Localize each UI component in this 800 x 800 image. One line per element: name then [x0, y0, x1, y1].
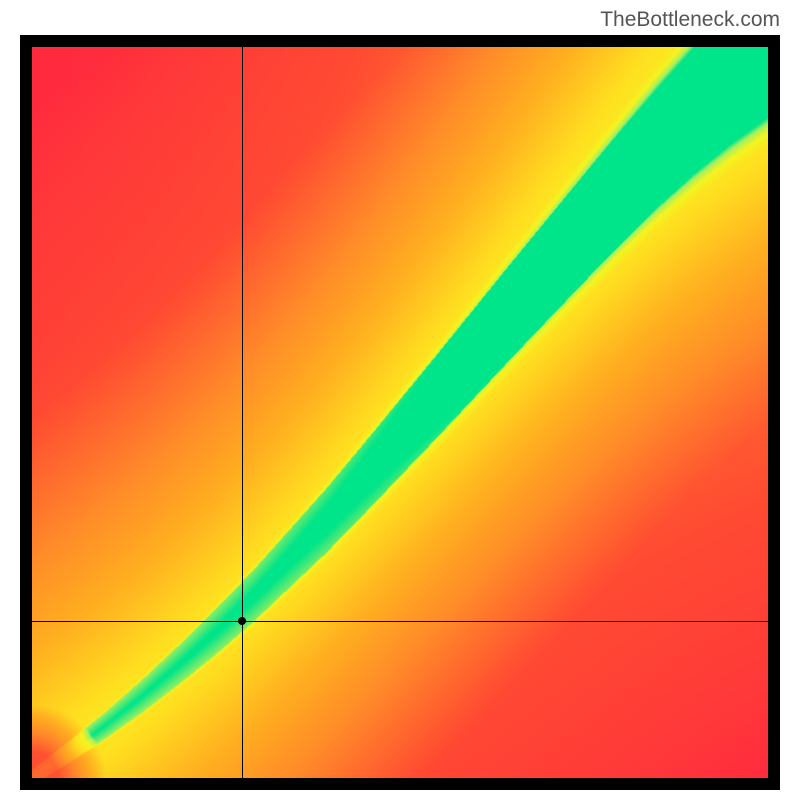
- plot-frame: [20, 35, 780, 790]
- chart-container: TheBottleneck.com: [0, 0, 800, 800]
- crosshair-vertical: [242, 47, 243, 778]
- crosshair-dot: [238, 617, 246, 625]
- plot-inner: [32, 47, 768, 778]
- heatmap-canvas: [32, 47, 768, 778]
- crosshair-horizontal: [32, 621, 768, 622]
- attribution-text: TheBottleneck.com: [600, 8, 780, 32]
